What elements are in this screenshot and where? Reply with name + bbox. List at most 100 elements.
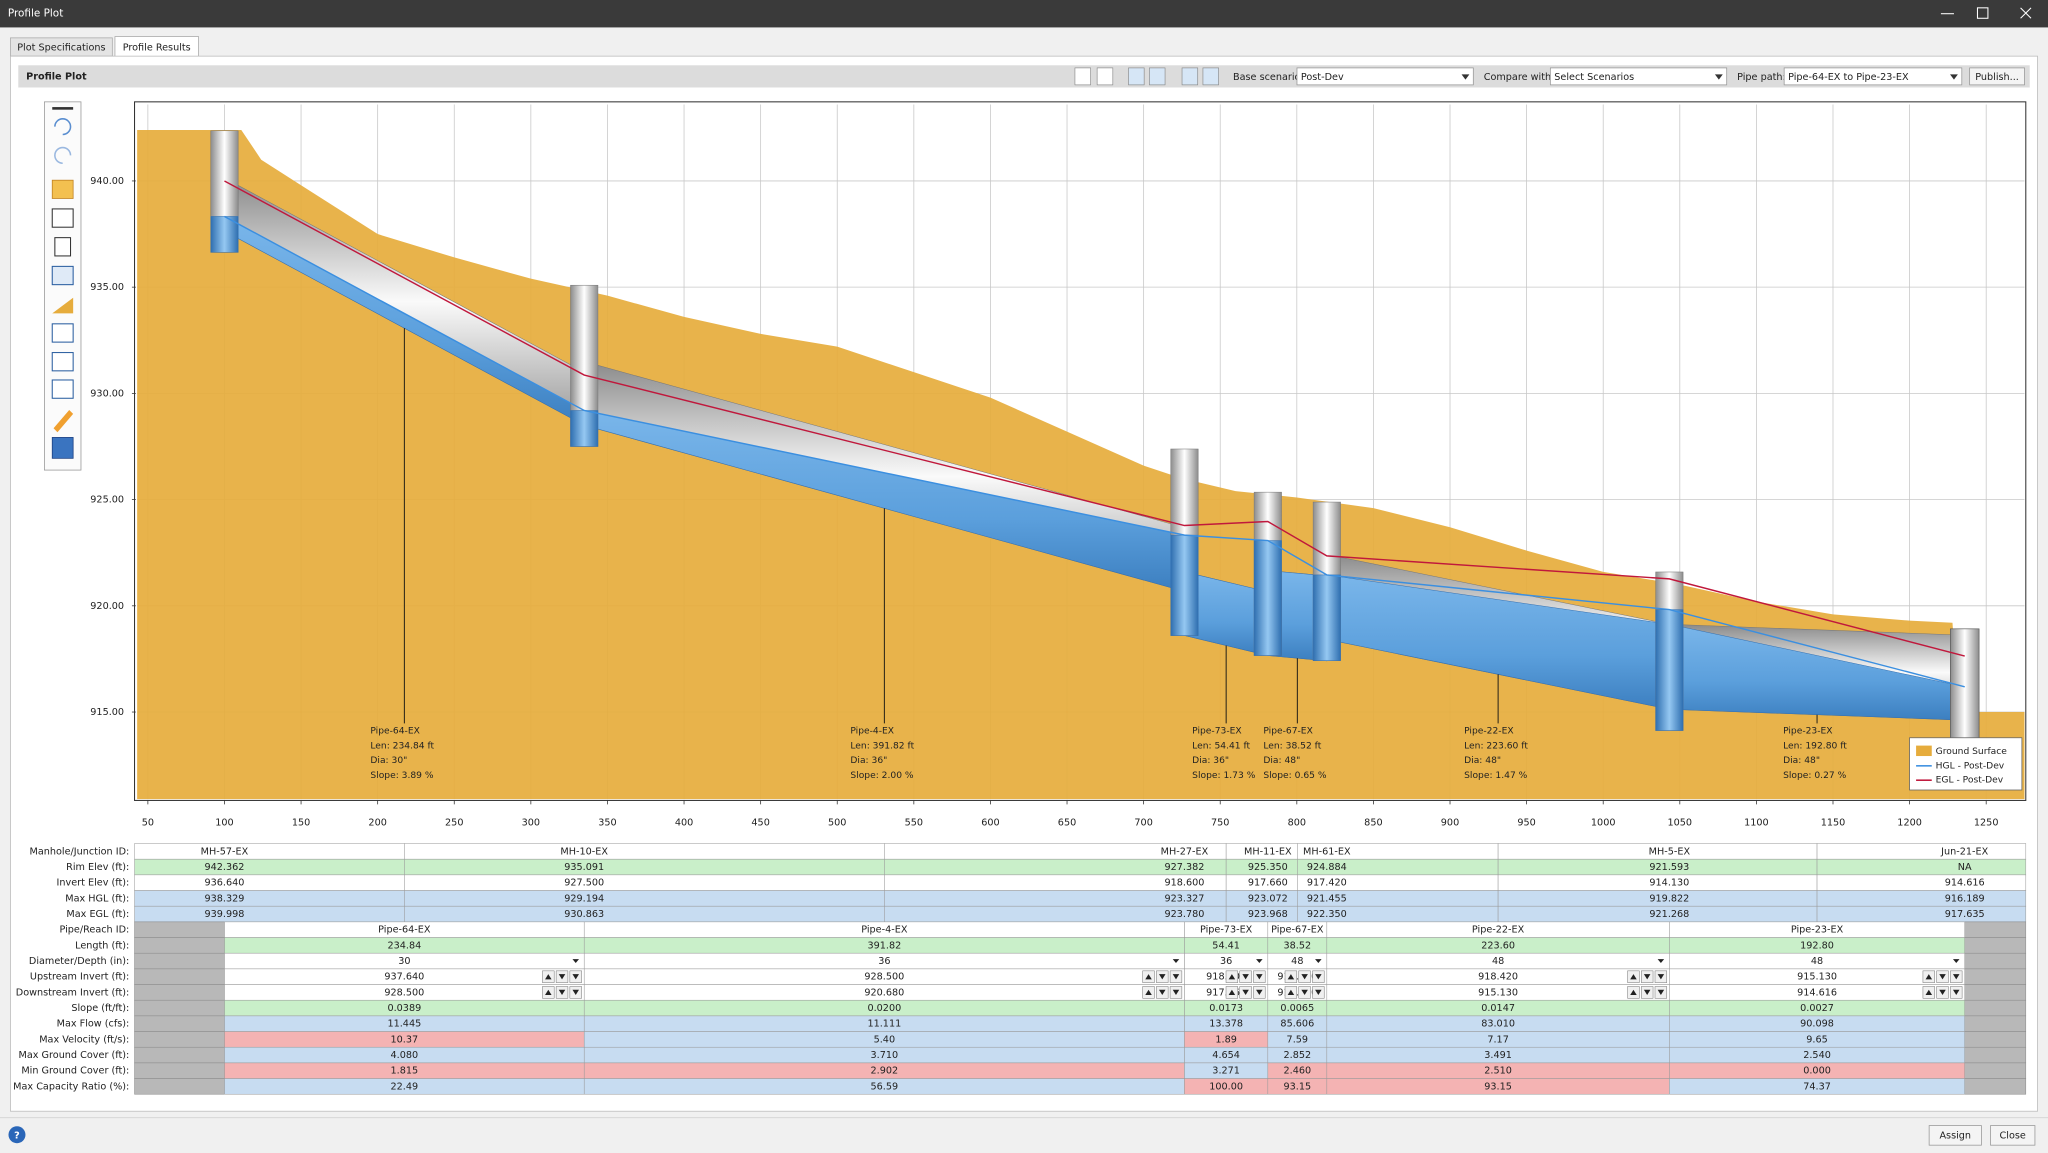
cell-text: 48 [1291,956,1303,967]
tool-icon[interactable] [52,107,74,110]
assign-button[interactable] [1928,1125,1982,1146]
x-tick-label: 100 [215,818,233,829]
row-label: Diameter/Depth (in): [29,956,129,967]
cell-text: 917.420 [1307,878,1347,889]
close-button[interactable] [1990,1125,2036,1146]
help-button[interactable] [8,1126,26,1144]
grade-line [224,180,1965,657]
pipe-label: Slope: 1.73 % [1192,771,1256,781]
row-label: Max Capacity Ratio (%): [13,1081,129,1092]
cell-text: 928.500 [864,972,904,983]
pipe-label: Slope: 0.27 % [1783,771,1847,781]
pipe-label: Pipe-64-EX [370,727,419,737]
toolbar-button[interactable] [1128,67,1145,86]
cell-dropdown [1172,959,1180,964]
dropdown-arrow[interactable] [1461,74,1470,80]
cell-text: Pipe-64-EX [378,925,431,936]
dropdown-arrow[interactable] [1950,74,1958,80]
undo-button[interactable] [54,118,72,136]
table-button[interactable] [51,437,74,459]
spin-arrow [1256,989,1263,996]
cell-text: 935.091 [564,862,604,873]
publish-button[interactable] [1969,67,2025,86]
font-larger-button[interactable] [1074,67,1091,86]
cell-text: 1.815 [391,1066,419,1077]
toolbar-button[interactable] [1181,67,1199,86]
spin-arrow [558,974,566,980]
title-bar [0,0,2048,28]
spin-arrow [1315,989,1322,996]
pipe-label: Slope: 0.65 % [1263,771,1327,781]
redo-button[interactable] [54,146,72,165]
cell-text: 38.52 [1283,940,1311,951]
tool-icon[interactable] [53,410,74,433]
table-cell-empty [1964,952,2027,970]
table-cell-empty [1964,1046,2027,1064]
table-cell-empty [1964,921,2027,938]
y-tick-label: 915.00 [90,707,124,718]
tool-icon[interactable] [51,179,74,199]
base-scenario-value[interactable]: Post-Dev [1301,72,1344,83]
pipe-label: Len: 391.82 ft [850,741,914,751]
cell-text: 925.350 [1248,862,1288,873]
table-cell [134,843,405,860]
dropdown-arrow[interactable] [1714,74,1723,80]
pipe-label: Len: 234.84 ft [370,741,434,751]
publish-label[interactable]: Publish... [1975,72,2019,83]
cell-text: 90.098 [1800,1019,1834,1030]
x-tick-label: 600 [981,818,999,829]
toolbar-button[interactable] [1149,67,1166,86]
pipe-path-value[interactable]: Pipe-64-EX to Pipe-23-EX [1788,72,1909,83]
table-cell-empty [1964,1015,2027,1032]
cell-text: Pipe-23-EX [1791,925,1844,936]
cell-text: 234.84 [387,940,421,951]
compare-value[interactable]: Select Scenarios [1554,72,1634,83]
table-cell-empty [134,1046,225,1064]
cell-text: 0.000 [1803,1066,1831,1077]
cell-text: 914.130 [1649,878,1689,889]
tool-icon[interactable] [51,323,74,343]
toolbar-button[interactable] [1202,67,1219,86]
table-cell-empty [134,999,225,1017]
row-label: Min Ground Cover (ft): [21,1066,129,1077]
help-label[interactable]: ? [14,1130,20,1141]
maximize-button[interactable] [1976,7,1989,19]
pipe-label: Dia: 48" [1263,756,1300,766]
tool-icon[interactable] [51,352,74,372]
cell-text: 923.072 [1248,893,1288,904]
table-cell-empty [134,1078,225,1095]
close-label[interactable]: Close [2000,1130,2026,1141]
cell-text: 924.884 [1307,862,1347,873]
pipe-path-dropdown[interactable] [1783,67,1963,86]
tab-label[interactable]: Plot Specifications [17,43,105,54]
x-tick-label: 1100 [1744,818,1769,829]
cell-text: 54.41 [1212,940,1240,951]
tool-icon[interactable] [51,265,74,286]
cell-text: 3.491 [1484,1050,1512,1061]
tab-label[interactable]: Profile Results [123,43,191,54]
assign-label[interactable]: Assign [1939,1130,1971,1141]
cell-text: 918.420 [1478,972,1518,983]
x-tick-label: 400 [675,818,693,829]
legend-label: HGL - Post-Dev [1936,761,2005,771]
pipe-label: Len: 54.41 ft [1192,741,1250,751]
table-cell-empty [1964,937,2027,954]
pipe-label: Pipe-4-EX [850,727,894,737]
cell-text: 36 [878,956,890,967]
font-smaller-button[interactable] [1096,67,1114,86]
compare-dropdown[interactable] [1549,67,1728,86]
cell-text: 0.0173 [1209,1003,1243,1014]
base-scenario-dropdown[interactable] [1296,67,1474,86]
table-cell [404,874,885,891]
spin-arrow [1643,974,1651,980]
cell-text: 3.271 [1212,1066,1240,1077]
row-label: Max Flow (cfs): [57,1019,130,1030]
pipe-label: Dia: 36" [850,756,887,766]
tool-icon[interactable] [51,208,74,228]
tool-icon[interactable] [51,379,74,399]
spin-arrow [1925,974,1933,980]
close-window-button[interactable] [2020,7,2032,19]
tool-icon[interactable] [54,237,72,257]
cell-dropdown [1256,959,1263,964]
cell-text: MH-10-EX [560,846,608,857]
